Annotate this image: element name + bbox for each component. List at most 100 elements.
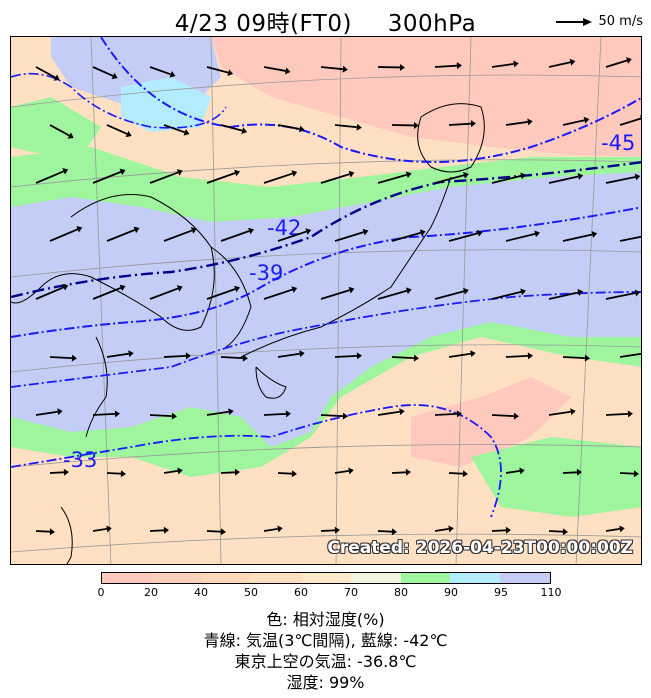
- colorbar-tick-label: 110: [540, 586, 562, 599]
- wind-arrow-head: [463, 287, 469, 295]
- wind-arrow-head: [163, 526, 169, 534]
- wind-arrow: [263, 528, 278, 532]
- wind-arrow-head: [171, 412, 177, 420]
- forecast-datetime: 4/23 09時(FT0): [174, 11, 352, 37]
- wind-arrow-head: [419, 229, 426, 237]
- wind-arrow: [605, 292, 636, 300]
- wind-arrow-head: [190, 227, 197, 234]
- wind-arrow: [35, 170, 64, 184]
- wind-arrow-head: [413, 354, 419, 362]
- wind-arrow-head: [71, 354, 77, 362]
- wind-arrow: [92, 413, 116, 416]
- wind-arrow: [206, 66, 229, 74]
- wind-arrow-head: [413, 121, 419, 129]
- contour-label: -39: [249, 261, 283, 285]
- wind-arrow: [548, 410, 571, 416]
- wind-arrow: [163, 355, 187, 358]
- wind-arrow: [106, 352, 129, 358]
- wind-arrow-head: [520, 172, 526, 180]
- contour-label: -33: [63, 448, 97, 472]
- wind-arrow: [163, 124, 186, 134]
- wind-arrow: [49, 228, 78, 242]
- wind-arrow: [263, 172, 293, 184]
- colorbar-tick-label: 95: [494, 586, 508, 599]
- tokyo-temperature: 東京上空の気温: -36.8℃: [234, 652, 417, 671]
- wind-arrow: [434, 528, 449, 532]
- wind-arrow-head: [76, 226, 83, 233]
- wind-arrow: [206, 172, 236, 184]
- wind-arrow-head: [125, 130, 132, 138]
- wind-arrow: [434, 174, 465, 184]
- wind-arrow-head: [169, 71, 176, 78]
- colorbar-tick-label: 80: [394, 586, 408, 599]
- wind-arrow: [334, 124, 357, 129]
- wind-arrow: [448, 232, 479, 242]
- wind-arrow: [206, 410, 229, 416]
- wind-arrow-head: [583, 116, 590, 124]
- wind-arrow-head: [234, 285, 240, 293]
- wind-arrow: [92, 528, 107, 532]
- wind-arrow-head: [362, 228, 369, 236]
- wind-arrow-head: [241, 127, 248, 135]
- wind-arrow-head: [391, 528, 397, 536]
- wind-arrow: [277, 352, 300, 358]
- wind-arrow: [562, 471, 578, 474]
- wind-arrow-head: [405, 171, 412, 179]
- colorbar-tick-label: 70: [344, 586, 358, 599]
- wind-arrow-head: [591, 231, 598, 238]
- wind-arrow: [277, 124, 300, 130]
- pressure-level: 300hPa: [387, 11, 477, 37]
- humidity-region-saturated-band: [11, 172, 641, 447]
- wind-arrow: [605, 176, 636, 184]
- wind-arrow-head: [291, 170, 298, 177]
- wind-arrow-head: [305, 228, 312, 235]
- wind-arrow: [505, 121, 528, 126]
- wind-arrow-head: [520, 288, 526, 296]
- wind-arrow: [106, 472, 122, 475]
- contour-minus42: [11, 161, 641, 299]
- wind-arrow-head: [299, 350, 305, 358]
- wind-arrow-head: [120, 470, 126, 478]
- wind-arrow-head: [634, 289, 641, 297]
- humidity-region-dry-northeast: [211, 37, 641, 157]
- wind-arrow-head: [619, 525, 625, 533]
- wind-arrow: [35, 286, 64, 300]
- wind-arrow: [377, 173, 408, 184]
- wind-arrow: [505, 232, 536, 242]
- wind-arrow: [448, 472, 464, 475]
- wind-arrow: [434, 64, 458, 68]
- contour-minus36: [11, 291, 641, 388]
- wind-arrow: [334, 231, 364, 242]
- colorbar-tick-label: 0: [97, 586, 105, 599]
- wind-arrow-head: [49, 528, 55, 536]
- wind-reference-arrow-icon: [555, 17, 592, 26]
- wind-arrow-head: [456, 62, 462, 70]
- wind-arrow: [334, 355, 358, 358]
- wind-arrow-head: [291, 470, 297, 478]
- wind-arrow: [220, 124, 243, 132]
- wind-arrow: [320, 173, 350, 184]
- wind-arrow-head: [639, 115, 641, 119]
- wind-arrow-head: [519, 467, 525, 475]
- wind-arrow: [320, 529, 336, 532]
- wind-arrow: [548, 291, 579, 300]
- wind-arrow-head: [114, 410, 120, 418]
- wind-arrow: [220, 471, 236, 474]
- wind-arrow-head: [356, 352, 362, 360]
- wind-arrow-head: [342, 412, 348, 420]
- wind-arrow: [491, 414, 515, 417]
- wind-arrow: [49, 124, 70, 137]
- colorbar-bin: [450, 573, 501, 583]
- wind-arrow: [149, 414, 173, 417]
- wind-arrow: [149, 171, 179, 184]
- colorbar-bin: [301, 573, 351, 583]
- wind-arrow-head: [505, 526, 511, 534]
- wind-arrow: [320, 414, 344, 417]
- wind-arrow: [277, 472, 293, 475]
- colorbar-tick-label: 40: [194, 586, 208, 599]
- wind-arrow-head: [641, 350, 642, 357]
- colorbar-ticks: 0 20 40 50 60 70 80 90 95 110: [97, 586, 562, 602]
- wind-arrow: [491, 174, 522, 184]
- weather-map[interactable]: -45 -42 -39 -33 Created: 2026-04-23T00:0…: [10, 36, 642, 565]
- wind-arrow: [92, 287, 122, 300]
